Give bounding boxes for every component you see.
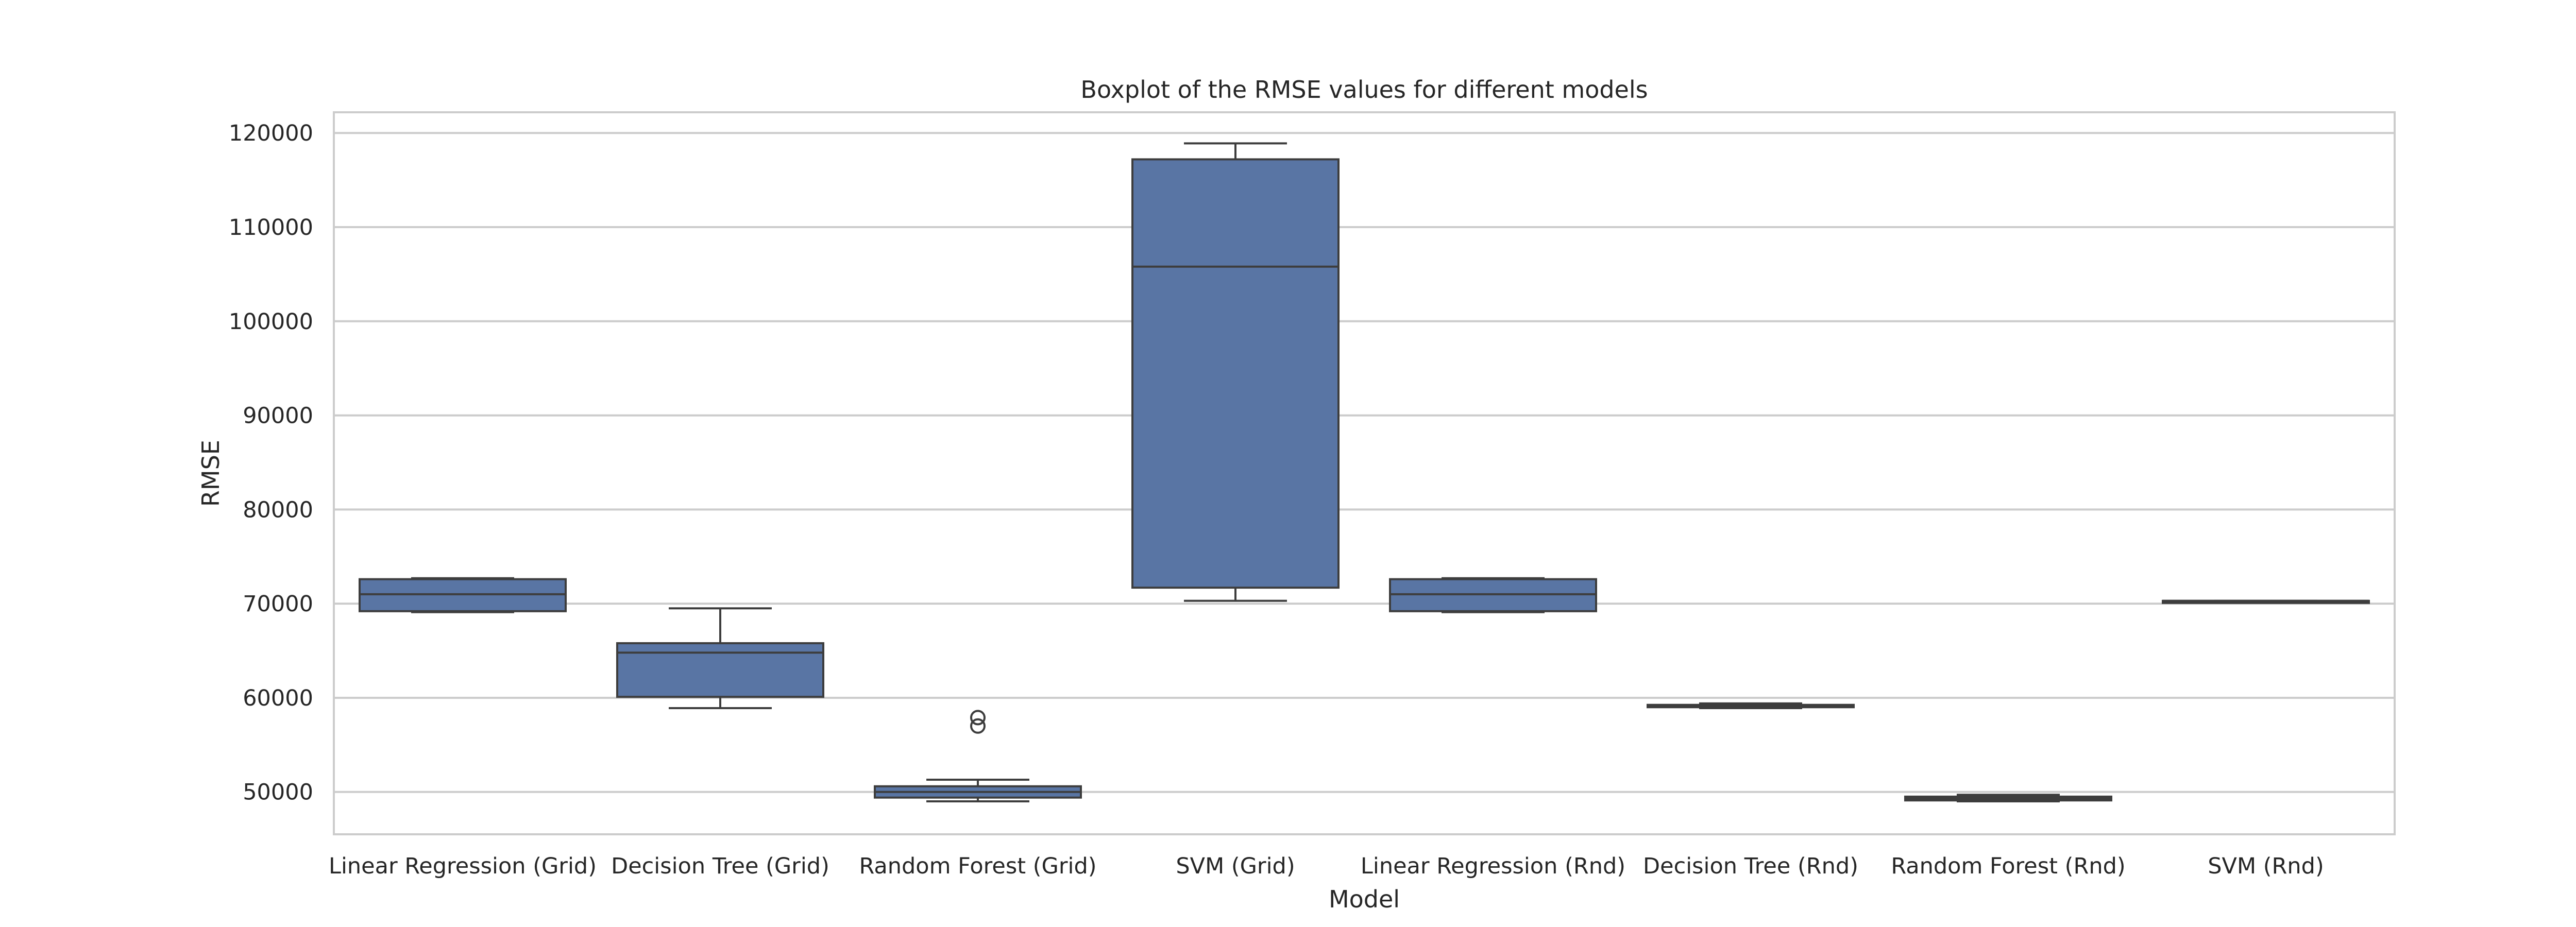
y-tick-label: 100000 (229, 309, 313, 335)
y-tick-label: 70000 (243, 591, 313, 617)
x-tick-label: Linear Regression (Rnd) (1361, 853, 1625, 879)
box-iqr (1131, 158, 1340, 589)
x-tick-labels: Linear Regression (Grid) Decision Tree (G… (329, 853, 2324, 879)
y-tick-label: 50000 (243, 780, 313, 805)
plot-frame (333, 111, 2396, 835)
box-group (874, 710, 1082, 803)
x-tick-label: Random Forest (Rnd) (1891, 853, 2125, 879)
x-tick-label: Linear Regression (Grid) (329, 853, 597, 879)
box-iqr (616, 642, 824, 698)
box-group (616, 607, 824, 710)
box-group (359, 577, 567, 613)
x-axis-label: Model (1329, 885, 1400, 913)
chart-title: Boxplot of the RMSE values for different… (1080, 76, 1648, 104)
x-tick-label: Decision Tree (Rnd) (1643, 853, 1858, 879)
box-group (2162, 599, 2370, 604)
y-tick-label: 80000 (243, 497, 313, 523)
box-group (1389, 577, 1597, 613)
box-layer (359, 142, 2370, 803)
box-group (1131, 142, 1340, 602)
box-group (1904, 794, 2112, 803)
box-group (1647, 702, 1855, 710)
x-tick-label: Random Forest (Grid) (859, 853, 1096, 879)
x-tick-label: SVM (Grid) (1176, 853, 1295, 879)
x-tick-label: Decision Tree (Grid) (611, 853, 829, 879)
y-tick-label: 60000 (243, 685, 313, 711)
outlier-point (970, 718, 986, 734)
y-tick-labels: 50000 60000 70000 80000 90000 100000 110000 120… (229, 121, 313, 805)
y-tick-label: 90000 (243, 403, 313, 429)
y-axis-label: RMSE (197, 440, 225, 507)
y-tick-label: 110000 (229, 215, 313, 241)
y-tick-label: 120000 (229, 121, 313, 146)
outlier-point (970, 710, 986, 726)
x-tick-label: SVM (Rnd) (2208, 853, 2324, 879)
